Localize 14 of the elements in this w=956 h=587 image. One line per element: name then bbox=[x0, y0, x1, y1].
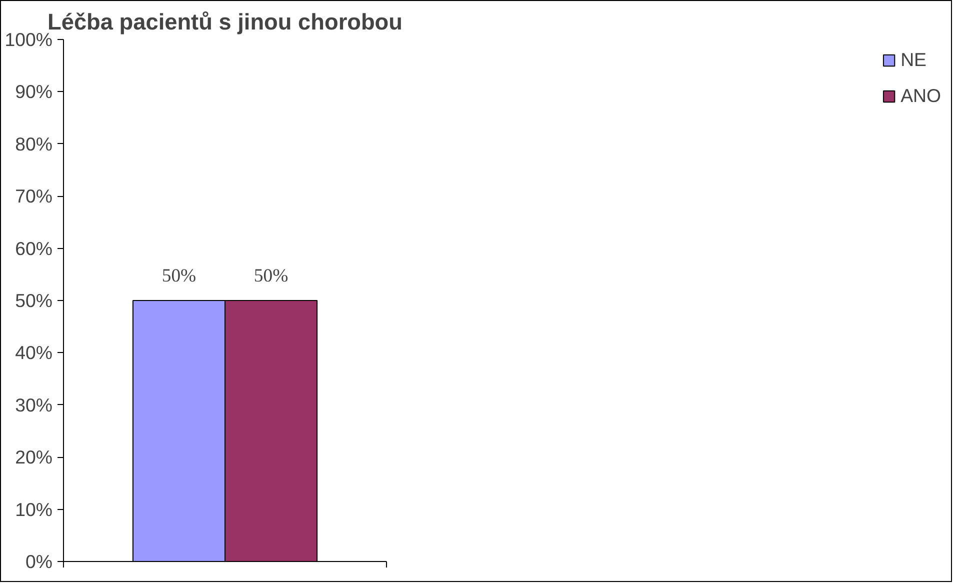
y-tick-label: 50% bbox=[15, 290, 53, 311]
y-tick-label: 20% bbox=[15, 446, 53, 468]
y-tick-label: 0% bbox=[26, 551, 53, 572]
legend-label: NE bbox=[900, 49, 926, 71]
y-tick-label: 80% bbox=[15, 133, 53, 154]
y-tick-label: 60% bbox=[15, 238, 53, 259]
y-tick-label: 30% bbox=[15, 394, 53, 416]
y-tick-label: 70% bbox=[15, 186, 53, 207]
data-label: 50% bbox=[254, 266, 288, 286]
data-label: 50% bbox=[162, 266, 196, 286]
y-tick-label: 40% bbox=[15, 342, 53, 364]
y-tick-label: 90% bbox=[15, 81, 53, 102]
y-tick-label: 10% bbox=[15, 498, 53, 520]
legend-label: ANO bbox=[900, 85, 941, 107]
